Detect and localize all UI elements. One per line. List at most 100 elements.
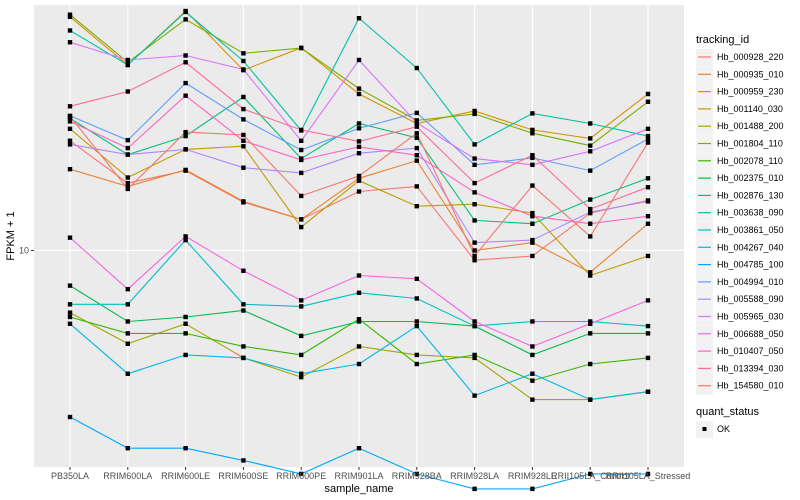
data-point-Hb_154580_010 xyxy=(299,193,304,199)
data-point-Hb_003861_050 xyxy=(472,323,477,329)
data-point-Hb_013394_030 xyxy=(125,89,130,94)
data-point-Hb_010407_050 xyxy=(472,190,477,195)
data-point-Hb_003861_050 xyxy=(125,302,130,307)
shape-legend-item: OK xyxy=(696,421,730,438)
data-point-Hb_154580_010 xyxy=(125,186,130,192)
shape-legend-title: quant_status xyxy=(696,406,759,418)
data-point-Hb_002375_010 xyxy=(530,352,535,358)
data-point-Hb_000959_230 xyxy=(472,108,477,114)
data-point-Hb_000928_220 xyxy=(125,180,130,186)
data-point-Hb_002876_130 xyxy=(241,94,246,100)
legend-label: Hb_002876_130 xyxy=(717,190,784,200)
data-point-Hb_005965_030 xyxy=(414,120,419,126)
data-point-Hb_002876_130 xyxy=(356,121,362,126)
data-point-Hb_010407_050 xyxy=(414,153,419,158)
data-point-Hb_002078_110 xyxy=(530,378,535,383)
data-point-Hb_004994_010 xyxy=(414,110,419,116)
data-point-Hb_004785_100 xyxy=(472,486,477,492)
x-tick-label: RRIM600LE xyxy=(161,471,210,481)
data-point-Hb_003861_050 xyxy=(530,319,535,324)
x-tick-label: RRIM928LA xyxy=(450,471,499,481)
data-point-Hb_005588_090 xyxy=(588,209,593,215)
data-point-Hb_002078_110 xyxy=(125,331,130,336)
data-point-Hb_013394_030 xyxy=(356,139,362,144)
legend-label: Hb_002375_010 xyxy=(717,173,784,183)
data-point-Hb_000935_010 xyxy=(414,158,419,163)
legend-label: Hb_010407_050 xyxy=(717,346,784,356)
data-point-Hb_004785_100 xyxy=(530,486,535,492)
data-point-Hb_005588_090 xyxy=(299,170,304,176)
data-point-Hb_003638_090 xyxy=(241,58,246,64)
y-tick-label: 10 xyxy=(19,245,29,255)
data-point-Hb_003638_090 xyxy=(183,9,188,15)
data-point-Hb_000935_010 xyxy=(183,167,188,173)
legend-item: Hb_006688_050 xyxy=(696,325,784,343)
data-point-Hb_002375_010 xyxy=(299,333,304,339)
data-point-Hb_004785_100 xyxy=(67,414,73,420)
data-point-Hb_000935_010 xyxy=(472,248,477,253)
data-point-Hb_000935_010 xyxy=(588,270,593,275)
data-point-Hb_000935_010 xyxy=(241,199,246,204)
data-point-Hb_005965_030 xyxy=(588,149,593,154)
legend-label: Hb_001140_030 xyxy=(717,104,783,114)
data-point-Hb_000935_010 xyxy=(299,217,304,222)
data-point-Hb_001488_200 xyxy=(183,321,188,326)
legend-label: Hb_001488_200 xyxy=(717,121,784,131)
data-point-Hb_003861_050 xyxy=(241,302,246,307)
legend-item: Hb_000928_220 xyxy=(696,49,784,66)
data-point-Hb_006688_050 xyxy=(67,235,73,240)
data-point-Hb_005588_090 xyxy=(530,237,535,243)
data-point-Hb_002078_110 xyxy=(67,314,73,320)
data-point-Hb_001804_110 xyxy=(183,17,188,22)
data-point-Hb_005965_030 xyxy=(183,53,188,58)
data-point-Hb_002375_010 xyxy=(414,319,419,324)
data-point-Hb_010407_050 xyxy=(183,93,188,98)
data-point-Hb_010407_050 xyxy=(530,214,535,219)
data-point-Hb_002876_130 xyxy=(183,133,188,139)
x-tick-label: RRIM600PE xyxy=(276,471,326,481)
data-point-Hb_005588_090 xyxy=(183,147,188,152)
data-point-Hb_003861_050 xyxy=(183,237,188,243)
data-point-Hb_004267_040 xyxy=(299,371,304,376)
data-point-Hb_013394_030 xyxy=(241,106,246,112)
data-point-Hb_004994_010 xyxy=(299,147,304,153)
legend-label: Hb_003638_090 xyxy=(717,208,784,218)
data-point-Hb_004267_040 xyxy=(125,371,130,376)
data-point-Hb_004994_010 xyxy=(645,136,651,142)
x-tick-label: RRIM928BA xyxy=(392,471,442,481)
data-point-Hb_004785_100 xyxy=(356,445,362,451)
data-point-Hb_001804_110 xyxy=(125,60,130,65)
data-point-Hb_004267_040 xyxy=(241,355,246,361)
data-point-Hb_013394_030 xyxy=(414,124,419,129)
x-axis: PB350LA RRIM600LA RRIM600LE RRIM600SE RRIM60… xyxy=(51,467,690,481)
data-point-Hb_005588_090 xyxy=(414,145,419,151)
data-point-Hb_000928_220 xyxy=(356,189,362,194)
data-point-Hb_001804_110 xyxy=(472,111,477,117)
data-point-Hb_005588_090 xyxy=(125,152,130,157)
data-point-Hb_154580_010 xyxy=(645,140,651,145)
legend-label: Hb_000959_230 xyxy=(717,87,784,97)
legend-label: Hb_003861_050 xyxy=(717,225,784,235)
data-point-Hb_002375_010 xyxy=(645,331,651,336)
legend-item: Hb_004267_040 xyxy=(696,239,784,257)
data-point-Hb_004267_040 xyxy=(530,371,535,376)
data-point-Hb_006688_050 xyxy=(299,298,304,303)
legend-label: Hb_013394_030 xyxy=(717,363,784,373)
legend-item: Hb_000959_230 xyxy=(696,83,784,101)
data-point-Hb_004994_010 xyxy=(356,126,362,131)
data-point-Hb_003638_090 xyxy=(645,133,651,139)
x-tick-label: RRII105LA_Stressed xyxy=(606,471,691,481)
data-point-Hb_006688_050 xyxy=(414,276,419,282)
legend-label: Hb_005965_030 xyxy=(717,312,784,322)
data-point-Hb_001140_030 xyxy=(67,126,73,132)
x-tick-label: PB350LA xyxy=(51,471,89,481)
data-point-Hb_002078_110 xyxy=(472,352,477,358)
data-point-Hb_002375_010 xyxy=(125,319,130,324)
data-point-Hb_006688_050 xyxy=(125,286,130,292)
data-point-Hb_006688_050 xyxy=(530,344,535,349)
legend-label: Hb_005588_090 xyxy=(717,294,784,304)
data-point-Hb_005965_030 xyxy=(125,57,130,63)
legend-item: Hb_002078_110 xyxy=(696,152,783,170)
data-point-Hb_154580_010 xyxy=(67,114,73,119)
